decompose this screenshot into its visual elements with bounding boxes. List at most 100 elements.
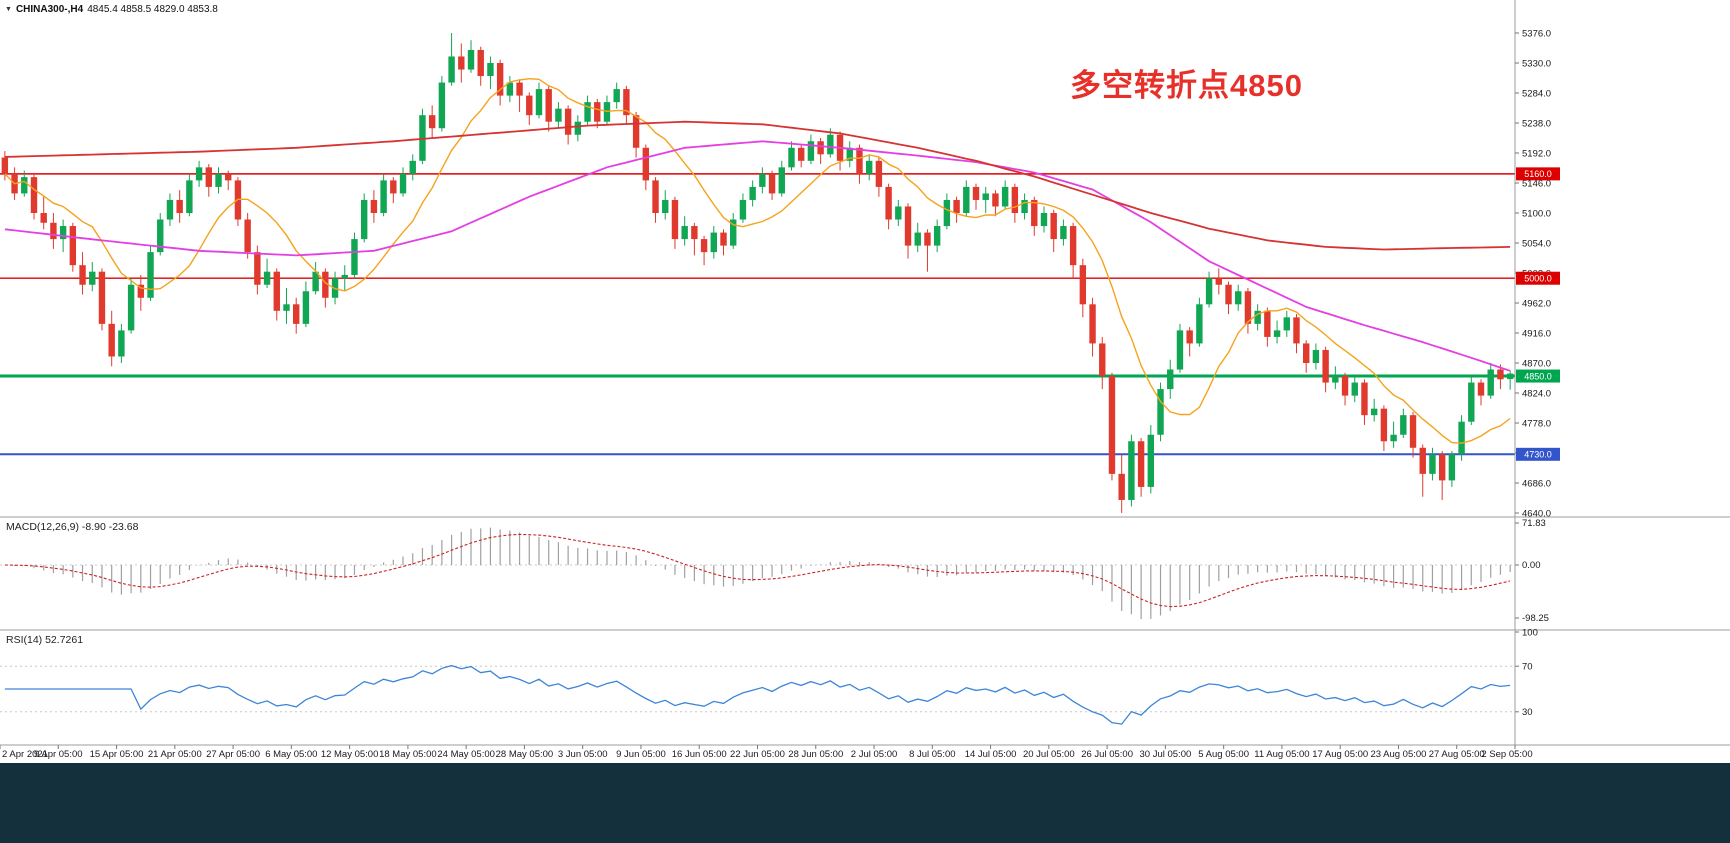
candle-up (360, 199, 368, 240)
svg-text:4730.0: 4730.0 (1524, 450, 1552, 460)
chart-background (0, 0, 1730, 763)
candle-up (681, 226, 688, 240)
candle-up (963, 186, 970, 213)
svg-text:27 Apr 05:00: 27 Apr 05:00 (206, 749, 260, 760)
candle-up (807, 141, 815, 161)
candle-down (69, 226, 77, 266)
candle-up (1400, 415, 1407, 435)
candle-down (390, 180, 397, 194)
candle-down (322, 271, 329, 298)
candle-up (1458, 421, 1465, 455)
candle-up (127, 284, 135, 331)
ma-fast-line (4, 77, 1511, 444)
candle-down (720, 232, 727, 246)
one-click-trading-arrow-icon[interactable]: ▼ (5, 6, 12, 13)
svg-text:15 Apr 05:00: 15 Apr 05:00 (90, 749, 144, 760)
price-tag-4850.0: 4850.0 (1516, 369, 1560, 383)
svg-text:5000.0: 5000.0 (1524, 274, 1552, 284)
candle-down (1, 157, 9, 174)
candle-up (166, 199, 174, 220)
candle-down (1419, 447, 1426, 474)
svg-text:3 Jun 05:00: 3 Jun 05:00 (558, 749, 608, 760)
candle-up (778, 167, 785, 194)
chart-canvas[interactable]: 5376.0 5330.0 5284.0 5238.0 5192.0 5146.0 5100… (0, 0, 1730, 763)
price-tag-5160.0: 5160.0 (1516, 167, 1560, 181)
candle-up (1448, 454, 1456, 481)
candle-up (195, 167, 203, 181)
candle-up (1001, 186, 1009, 207)
svg-text:14 Jul 05:00: 14 Jul 05:00 (965, 749, 1017, 760)
candle-down (1322, 349, 1329, 383)
candles-layer (1, 33, 1514, 513)
chart-header: ▼ CHINA300-,H4 4845.4 4858.5 4829.0 4853… (5, 4, 218, 15)
svg-text:8 Jul 05:00: 8 Jul 05:00 (909, 749, 955, 760)
candle-down (564, 108, 572, 135)
candle-up (1506, 373, 1514, 380)
candle-down (205, 167, 212, 187)
svg-text:0.00: 0.00 (1522, 560, 1541, 571)
macd-indicator-label: MACD(12,26,9) -8.90 -23.68 (6, 521, 139, 533)
rsi-axis[interactable]: 100 70 30 (1515, 627, 1538, 718)
candle-down (652, 180, 659, 213)
candle-down (1215, 278, 1222, 285)
candle-up (215, 173, 222, 187)
svg-text:70: 70 (1522, 662, 1533, 673)
macd-axis[interactable]: 71.83 0.00 -98.25 (1515, 518, 1549, 624)
candle-up (283, 304, 290, 311)
candle-down (972, 186, 980, 200)
candle-down (623, 89, 630, 116)
candle-up (1167, 369, 1174, 390)
candle-up (1021, 199, 1028, 213)
candle-up (1487, 369, 1494, 396)
candle-up (312, 271, 319, 292)
candle-down (768, 173, 776, 194)
candle-down (594, 102, 601, 122)
candle-up (506, 82, 514, 96)
svg-text:5054.0: 5054.0 (1522, 238, 1551, 249)
candle-up (574, 121, 582, 135)
candle-down (992, 193, 999, 207)
candle-up (1283, 317, 1290, 331)
candle-up (186, 180, 193, 213)
candle-up (467, 49, 475, 70)
symbol-timeframe-label: CHINA300-,H4 (15, 4, 84, 15)
price-tag-4730.0: 4730.0 (1516, 447, 1560, 461)
candle-down (1108, 376, 1116, 474)
candle-up (535, 89, 543, 116)
candle-down (1409, 415, 1417, 448)
rsi-indicator-label: RSI(14) 52.7261 (6, 634, 84, 646)
svg-text:4916.0: 4916.0 (1522, 328, 1551, 339)
candle-down (98, 271, 106, 324)
candle-up (419, 115, 426, 161)
candle-up (662, 199, 669, 213)
candle-down (671, 199, 679, 240)
candle-down (176, 199, 183, 213)
candle-up (1157, 389, 1164, 435)
candle-up (1235, 291, 1242, 305)
candle-down (225, 173, 232, 181)
candle-up (1351, 382, 1358, 396)
candle-down (642, 147, 650, 181)
candle-down (458, 56, 465, 70)
svg-text:27 Aug 05:00: 27 Aug 05:00 (1429, 749, 1485, 760)
candle-up (739, 199, 747, 220)
candle-up (1468, 382, 1475, 422)
candle-down (79, 265, 86, 285)
candle-down (496, 63, 504, 96)
candle-down (293, 304, 300, 324)
candle-up (584, 102, 591, 122)
candle-up (865, 160, 873, 174)
candle-down (30, 177, 38, 213)
candle-down (1293, 317, 1300, 344)
candle-down (953, 199, 960, 213)
candle-down (108, 323, 115, 357)
candle-down (50, 222, 57, 240)
candle-down (1186, 330, 1193, 344)
svg-text:21 Apr 05:00: 21 Apr 05:00 (148, 749, 202, 760)
candle-down (700, 239, 708, 253)
candle-down (1497, 369, 1504, 380)
candle-down (1361, 382, 1368, 416)
svg-text:5330.0: 5330.0 (1522, 58, 1551, 69)
candle-down (1118, 473, 1125, 500)
